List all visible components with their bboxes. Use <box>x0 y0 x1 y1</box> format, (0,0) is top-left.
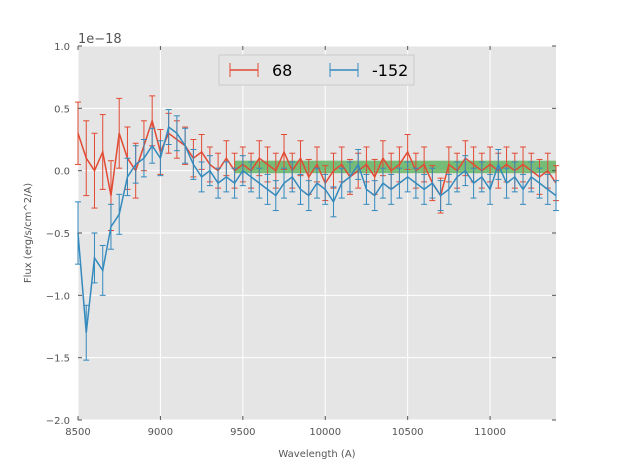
legend-label: -152 <box>372 61 408 80</box>
y-offset-label: 1e−18 <box>78 32 122 47</box>
series-line <box>77 125 557 333</box>
x-tick-label: 10000 <box>309 427 341 438</box>
x-tick-label: 9000 <box>148 427 173 438</box>
x-tick-label: 8500 <box>65 427 90 438</box>
legend-label: 68 <box>272 61 292 80</box>
x-tick-label: 10500 <box>392 427 424 438</box>
ticks: 8500 9000 9500 10000 10500 11000 1.0 0.5 0.0 −0.5… <box>46 42 556 438</box>
legend-item: 68 <box>229 61 292 80</box>
x-tick-label: 11000 <box>474 427 506 438</box>
legend-item: -152 <box>329 61 408 80</box>
x-tick-label: 9500 <box>230 427 255 438</box>
y-tick-label: −1.5 <box>46 354 70 365</box>
series-layer <box>75 95 559 361</box>
y-tick-label: −1.0 <box>46 291 70 302</box>
grid <box>77 45 556 421</box>
x-axis-label: Wavelength (A) <box>278 449 355 460</box>
y-tick-label: −0.5 <box>46 229 70 240</box>
legend: 68 -152 <box>218 54 415 86</box>
y-tick-label: 1.0 <box>54 42 70 53</box>
series--152 <box>75 109 559 361</box>
y-tick-label: −2.0 <box>46 416 70 427</box>
y-axis-label: Flux (erg/s/cm^2/A) <box>23 183 34 283</box>
y-tick-label: 0.0 <box>54 167 70 178</box>
y-tick-label: 0.5 <box>54 104 70 115</box>
series-line <box>77 118 557 198</box>
